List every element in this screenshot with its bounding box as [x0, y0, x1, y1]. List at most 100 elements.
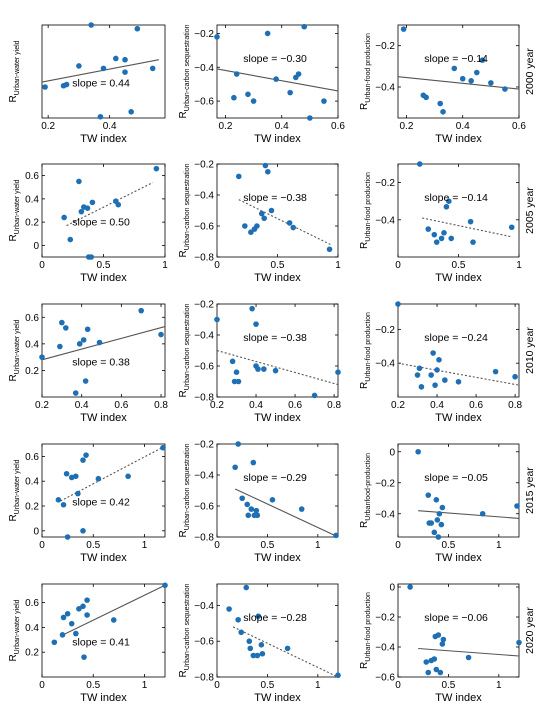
data-point: [433, 239, 440, 245]
data-point: [423, 659, 430, 665]
y-tick-label: −0.4: [375, 83, 395, 94]
fit-line: [41, 326, 166, 361]
slope-annotation: slope = −0.38: [243, 192, 307, 204]
data-point: [51, 639, 58, 646]
x-tick-label: 0.2: [218, 121, 232, 132]
y-tick-label: 0.2: [25, 218, 39, 229]
y-tick-label: −0.6: [194, 362, 214, 373]
panel-0-1: 0.2 0.4 0.6 −0.2 −0.4 −0.6 TW index RUrban-carb…: [178, 23, 345, 145]
y-tick-label: −0.2: [194, 300, 214, 311]
data-point: [443, 203, 450, 210]
data-point: [81, 654, 87, 660]
slope-annotation: slope = −0.05: [424, 472, 488, 484]
data-point: [110, 617, 117, 623]
data-point: [250, 652, 257, 659]
fit-line: [60, 447, 163, 502]
data-point: [290, 224, 297, 231]
data-point: [253, 507, 260, 514]
data-point: [440, 636, 447, 643]
x-tick-label: 1: [142, 540, 148, 551]
y-axis-label-subscript: Urbanfood-production: [365, 453, 372, 521]
data-point: [76, 63, 82, 69]
x-tick-label: 0.6: [288, 400, 302, 411]
x-tick-label: 0.6: [469, 400, 483, 411]
data-point: [438, 235, 445, 242]
data-point: [431, 656, 438, 662]
y-tick-label: −0.6: [194, 222, 214, 233]
x-axis-label: TW index: [435, 412, 482, 424]
data-point: [76, 178, 82, 185]
data-point: [435, 534, 442, 540]
panel-3-0: 0 0.5 1 0 0.2 0.4 0.6 TW index RUrban-water yiel…: [8, 443, 166, 564]
data-point: [437, 100, 444, 107]
y-tick-label: −0.4: [375, 215, 395, 226]
data-point: [436, 510, 443, 517]
data-point: [441, 230, 447, 236]
x-tick-label: 0.5: [441, 540, 455, 551]
y-axis-label-prefix: R: [178, 390, 189, 397]
x-tick-label: 1: [516, 260, 522, 271]
slope-annotation: slope = −0.24: [424, 332, 488, 344]
data-point: [467, 218, 474, 225]
y-axis-label-prefix: R: [8, 514, 19, 521]
x-tick-label: 0.4: [275, 121, 289, 132]
data-point: [39, 354, 45, 360]
data-point: [113, 55, 119, 62]
slope-annotation: slope = −0.29: [243, 472, 307, 484]
data-point: [442, 377, 448, 383]
data-point: [235, 441, 241, 447]
x-axis-label: TW index: [435, 133, 482, 145]
data-point: [262, 162, 269, 169]
x-tick-label: 0: [214, 540, 220, 551]
y-axis-label: RUrban-food production: [359, 312, 372, 389]
data-point: [254, 652, 261, 659]
data-point: [96, 339, 103, 346]
data-point: [470, 239, 476, 245]
x-tick-label: 0: [214, 260, 220, 271]
data-point: [272, 367, 279, 374]
data-point: [253, 321, 259, 327]
y-tick-label: 0: [33, 241, 39, 252]
data-point: [95, 475, 102, 482]
data-point: [115, 201, 122, 208]
x-tick-label: 0.4: [75, 400, 89, 411]
y-axis-label-prefix: R: [359, 242, 370, 249]
y-tick-label: −0.4: [194, 601, 214, 612]
fit-line: [60, 584, 166, 637]
fit-line: [397, 76, 520, 90]
data-point: [244, 501, 251, 508]
slope-annotation: slope = −0.28: [243, 612, 307, 624]
slope-annotation: slope = 0.50: [72, 216, 130, 228]
y-tick-label: 0: [33, 526, 39, 537]
x-tick-label: 0: [395, 540, 401, 551]
data-point: [508, 224, 515, 231]
data-point: [301, 23, 308, 30]
data-point: [321, 98, 327, 104]
data-point: [149, 65, 156, 72]
data-point: [75, 490, 81, 497]
data-point: [78, 208, 85, 215]
data-point: [84, 326, 91, 333]
slope-annotation: slope = −0.14: [424, 192, 488, 204]
data-point: [153, 165, 160, 172]
data-point: [488, 80, 494, 86]
x-tick-label: 0.5: [260, 540, 274, 551]
slope-annotation: slope = −0.06: [424, 612, 488, 624]
year-label: 2015 year: [524, 467, 536, 514]
data-point: [465, 654, 472, 661]
data-point: [248, 229, 254, 235]
y-tick-label: −0.6: [194, 637, 214, 648]
data-point: [261, 215, 267, 222]
data-point: [235, 378, 242, 385]
data-point: [89, 199, 96, 206]
data-point: [255, 366, 261, 372]
y-tick-label: 0.4: [25, 477, 39, 488]
panel-0-2: 0.2 0.4 0.6 −0.2 −0.4 TW index RUrban-food pro…: [359, 24, 536, 145]
data-point: [162, 582, 168, 589]
axes-box: [41, 443, 166, 538]
data-point: [250, 459, 257, 466]
x-tick-label: 0.5: [271, 260, 285, 271]
data-point: [512, 373, 518, 380]
x-tick-label: 0.6: [114, 400, 128, 411]
